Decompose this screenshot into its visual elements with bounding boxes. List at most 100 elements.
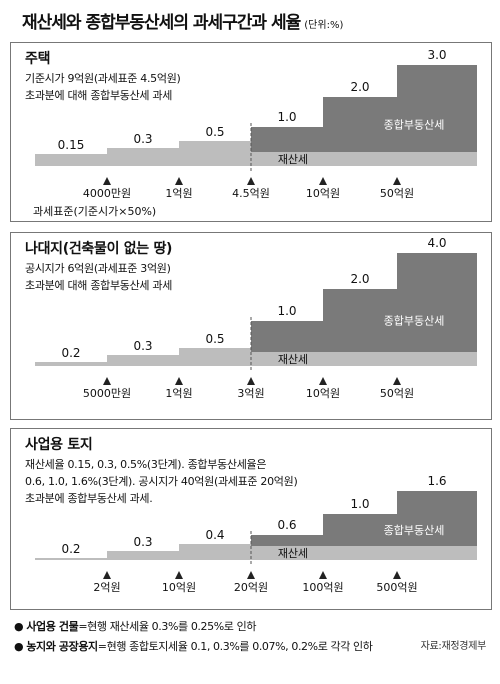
panel-line: 공시지가 6억원(과세표준 3억원) xyxy=(25,262,171,275)
comprehensive-tax-value: 1.6 xyxy=(427,474,446,488)
footnote: ● 농지와 공장용지=현행 종합토지세율 0.1, 0.3%를 0.07%, 0… xyxy=(14,637,373,657)
panel-line: 초과분에 대해 종합부동산세 과세 xyxy=(25,279,173,292)
tick-arrow-icon xyxy=(103,571,111,579)
threshold-label: 3억원 xyxy=(237,387,264,400)
comprehensive-tax-value: 3.0 xyxy=(427,48,446,62)
comprehensive-tax-value: 2.0 xyxy=(350,272,369,286)
threshold-label: 100억원 xyxy=(302,581,343,594)
comprehensive-tax-bar xyxy=(397,491,477,546)
comprehensive-tax-value: 2.0 xyxy=(350,80,369,94)
property-tax-bar xyxy=(35,154,107,166)
property-tax-bar xyxy=(107,148,179,166)
panel-housing: 0.15 0.3 0.5 재산세 1.0 2.0 3.0 종합부동산세 4000만원 1억원 4.5… xyxy=(10,42,492,222)
bullet-icon: ● xyxy=(14,640,24,653)
property-tax-value: 0.4 xyxy=(205,528,224,542)
bullet-icon: ● xyxy=(14,620,24,633)
property-tax-label: 재산세 xyxy=(278,153,308,166)
chart-housing: 0.15 0.3 0.5 재산세 1.0 2.0 3.0 종합부동산세 4000만원 1억원 4.5… xyxy=(33,48,477,218)
threshold-label: 50억원 xyxy=(380,187,414,200)
threshold-label: 4000만원 xyxy=(83,187,131,200)
property-tax-value: 0.3 xyxy=(133,132,152,146)
comprehensive-tax-value: 0.6 xyxy=(277,518,296,532)
property-tax-band xyxy=(251,152,477,166)
panel-info: 사업용 토지 재산세율 0.15, 0.3, 0.5%(3단계). 종합부동산세… xyxy=(25,435,298,507)
property-tax-band xyxy=(251,546,477,560)
tick-arrow-icon xyxy=(103,177,111,185)
property-tax-bar xyxy=(35,558,107,560)
x-axis-label: 과세표준(기준시가×50%) xyxy=(33,205,156,218)
threshold-label: 10억원 xyxy=(306,387,340,400)
panel-line: 초과분에 대해 종합부동산세 과세 xyxy=(25,89,173,102)
property-tax-value: 0.5 xyxy=(205,332,224,346)
comprehensive-tax-value: 1.0 xyxy=(277,110,296,124)
panel-info: 나대지(건축물이 없는 땅) 공시지가 6억원(과세표준 3억원) 초과분에 대… xyxy=(25,239,172,294)
property-tax-value: 0.3 xyxy=(133,535,152,549)
tick-arrow-icon xyxy=(175,177,183,185)
footnotes: ● 사업용 건물=현행 재산세율 0.3%를 0.25%로 인하 ● 농지와 공… xyxy=(14,617,373,657)
tick-arrow-icon xyxy=(247,571,255,579)
tick-arrow-icon xyxy=(393,177,401,185)
property-tax-bar xyxy=(35,362,107,366)
property-tax-bar xyxy=(179,141,251,166)
chart-bare-land: 0.2 0.3 0.5 재산세 1.0 2.0 4.0 종합부동산세 5000만원 1억원 3억원 1… xyxy=(35,236,477,400)
footnote-term: 사업용 건물 xyxy=(26,620,79,633)
comprehensive-tax-label: 종합부동산세 xyxy=(384,524,445,537)
unit-label: (단위:%) xyxy=(304,20,344,31)
threshold-label: 4.5억원 xyxy=(232,187,270,200)
panel-business-land: 0.2 0.3 0.4 재산세 0.6 1.0 1.6 종합부동산세 2억원 10억원 20억원 10… xyxy=(10,428,492,610)
property-tax-label: 재산세 xyxy=(278,353,308,366)
property-tax-bar xyxy=(107,551,179,560)
threshold-label: 5000만원 xyxy=(83,387,131,400)
property-tax-bar xyxy=(179,348,251,366)
property-tax-value: 0.3 xyxy=(133,339,152,353)
source-note: 자료:재정경제부 xyxy=(420,641,487,652)
tick-arrow-icon xyxy=(393,571,401,579)
footnote: ● 사업용 건물=현행 재산세율 0.3%를 0.25%로 인하 xyxy=(14,617,373,637)
threshold-label: 10억원 xyxy=(162,581,196,594)
panel-info: 주택 기준시가 9억원(과세표준 4.5억원) 초과분에 대해 종합부동산세 과… xyxy=(25,49,181,104)
property-tax-value: 0.2 xyxy=(61,346,80,360)
property-tax-value: 0.15 xyxy=(58,138,85,152)
comprehensive-tax-bar xyxy=(397,253,477,352)
threshold-label: 500억원 xyxy=(376,581,417,594)
panel-line: 재산세율 0.15, 0.3, 0.5%(3단계). 종합부동산세율은 xyxy=(25,458,267,471)
threshold-label: 20억원 xyxy=(234,581,268,594)
tick-arrow-icon xyxy=(319,177,327,185)
property-tax-band xyxy=(251,352,477,366)
tick-arrow-icon xyxy=(393,377,401,385)
property-tax-bar xyxy=(107,355,179,366)
threshold-label: 1억원 xyxy=(165,187,192,200)
page-title: 재산세와 종합부동산세의 과세구간과 세율 (단위:%) xyxy=(22,8,343,33)
threshold-label: 50억원 xyxy=(380,387,414,400)
panel-heading: 사업용 토지 xyxy=(25,437,93,453)
threshold-label: 2억원 xyxy=(93,581,120,594)
tick-arrow-icon xyxy=(247,377,255,385)
threshold-label: 1억원 xyxy=(165,387,192,400)
panel-line: 기준시가 9억원(과세표준 4.5억원) xyxy=(25,72,181,85)
panel-heading: 나대지(건축물이 없는 땅) xyxy=(25,241,173,257)
panel-heading: 주택 xyxy=(25,51,51,67)
comprehensive-tax-value: 1.0 xyxy=(277,304,296,318)
tick-arrow-icon xyxy=(319,377,327,385)
title-text: 재산세와 종합부동산세의 과세구간과 세율 xyxy=(22,13,301,33)
tick-arrow-icon xyxy=(175,377,183,385)
comprehensive-tax-value: 4.0 xyxy=(427,236,446,250)
tick-arrow-icon xyxy=(103,377,111,385)
panel-line: 0.6, 1.0, 1.6%(3단계). 공시지가 40억원(과세표준 20억원… xyxy=(25,475,298,488)
property-tax-value: 0.5 xyxy=(205,125,224,139)
footnote-term: 농지와 공장용지 xyxy=(26,640,98,653)
property-tax-label: 재산세 xyxy=(278,547,308,560)
chart-business-land: 0.2 0.3 0.4 재산세 0.6 1.0 1.6 종합부동산세 2억원 10억원 20억원 10… xyxy=(35,474,477,594)
panel-line: 초과분에 종합부동산세 과세. xyxy=(25,492,153,505)
tick-arrow-icon xyxy=(319,571,327,579)
footnote-text: =현행 종합토지세율 0.1, 0.3%를 0.07%, 0.2%로 각각 인하 xyxy=(97,640,373,653)
panel-bare-land: 0.2 0.3 0.5 재산세 1.0 2.0 4.0 종합부동산세 5000만원 1억원 3억원 1… xyxy=(10,232,492,420)
comprehensive-tax-value: 1.0 xyxy=(350,497,369,511)
comprehensive-tax-bar xyxy=(397,65,477,152)
tick-arrow-icon xyxy=(247,177,255,185)
property-tax-bar xyxy=(179,544,251,560)
tick-arrow-icon xyxy=(175,571,183,579)
threshold-label: 10억원 xyxy=(306,187,340,200)
comprehensive-tax-label: 종합부동산세 xyxy=(384,315,445,328)
comprehensive-tax-label: 종합부동산세 xyxy=(384,119,445,132)
